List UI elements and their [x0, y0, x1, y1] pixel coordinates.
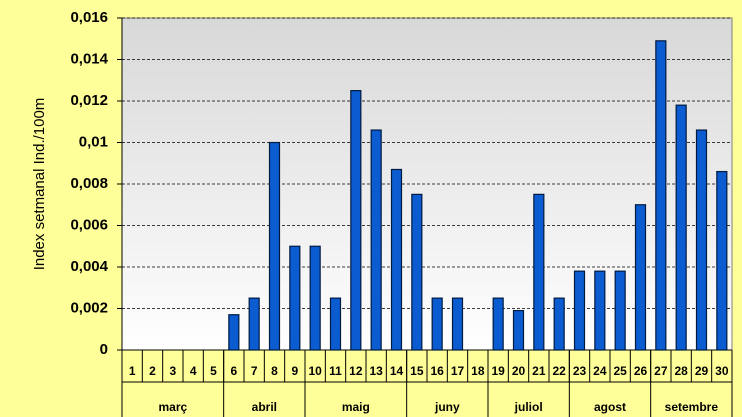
y-axis-label: Index setmanal Ind./100m: [31, 98, 48, 271]
bar: [634, 204, 647, 351]
bar: [390, 168, 403, 351]
group-label: març: [158, 400, 187, 414]
x-tick-label: 6: [230, 364, 237, 378]
x-tick-label: 9: [291, 364, 298, 378]
x-tick-label: 19: [491, 364, 505, 378]
bar: [614, 270, 626, 351]
x-tick-label: 20: [512, 364, 526, 378]
x-tick-label: 27: [654, 364, 668, 378]
bar: [411, 193, 423, 351]
group-label: abril: [252, 400, 277, 414]
x-tick-label: 14: [390, 364, 404, 378]
x-tick-label: 12: [349, 364, 363, 378]
x-tick-label: 26: [634, 364, 648, 378]
x-tick-label: 29: [695, 364, 709, 378]
group-label: juliol: [514, 400, 543, 414]
bar: [695, 129, 708, 351]
y-tick-label: 0,014: [70, 50, 108, 67]
x-tick-label: 18: [471, 364, 485, 378]
group-label: juny: [434, 400, 460, 414]
bar: [553, 297, 565, 351]
y-tick-label: 0,006: [70, 216, 108, 233]
bar: [228, 314, 240, 351]
x-tick-label: 28: [674, 364, 688, 378]
bar: [350, 90, 362, 351]
x-tick-label: 23: [573, 364, 587, 378]
y-tick-label: 0,004: [70, 258, 108, 275]
bar: [329, 297, 342, 351]
bar: [309, 245, 321, 351]
bar: [655, 40, 667, 351]
x-tick-label: 25: [613, 364, 627, 378]
y-tick-label: 0: [100, 341, 108, 358]
bar: [451, 297, 464, 351]
x-tick-label: 13: [369, 364, 383, 378]
bar: [594, 270, 606, 351]
group-label: setembre: [665, 400, 719, 414]
x-tick-label: 2: [149, 364, 156, 378]
y-tick-label: 0,002: [70, 299, 108, 316]
bar: [289, 245, 301, 351]
x-tick-label: 24: [593, 364, 607, 378]
x-tick-label: 15: [410, 364, 424, 378]
bar: [492, 297, 504, 351]
x-tick-label: 4: [190, 364, 197, 378]
x-tick-label: 17: [451, 364, 465, 378]
bar: [268, 141, 281, 351]
x-tick-label: 3: [169, 364, 176, 378]
bar: [370, 129, 382, 351]
x-tick-label: 1: [129, 364, 136, 378]
x-tick-label: 10: [308, 364, 322, 378]
bar: [573, 270, 586, 351]
x-tick-label: 22: [552, 364, 566, 378]
bar: [533, 193, 545, 351]
x-tick-label: 16: [430, 364, 444, 378]
bar: [675, 104, 687, 351]
bar: [716, 170, 728, 351]
y-tick-label: 0,016: [70, 9, 108, 26]
x-tick-label: 21: [532, 364, 546, 378]
bar: [512, 309, 525, 351]
bar: [431, 297, 443, 351]
x-tick-label: 8: [271, 364, 278, 378]
y-tick-label: 0,012: [70, 92, 108, 109]
group-label: maig: [342, 400, 370, 414]
x-tick-label: 7: [251, 364, 258, 378]
bar: [248, 297, 260, 351]
x-tick-label: 5: [210, 364, 217, 378]
y-tick-label: 0,01: [79, 133, 108, 150]
group-label: agost: [594, 400, 626, 414]
x-tick-label: 30: [715, 364, 729, 378]
y-tick-label: 0,008: [70, 175, 108, 192]
x-tick-label: 11: [329, 364, 342, 378]
